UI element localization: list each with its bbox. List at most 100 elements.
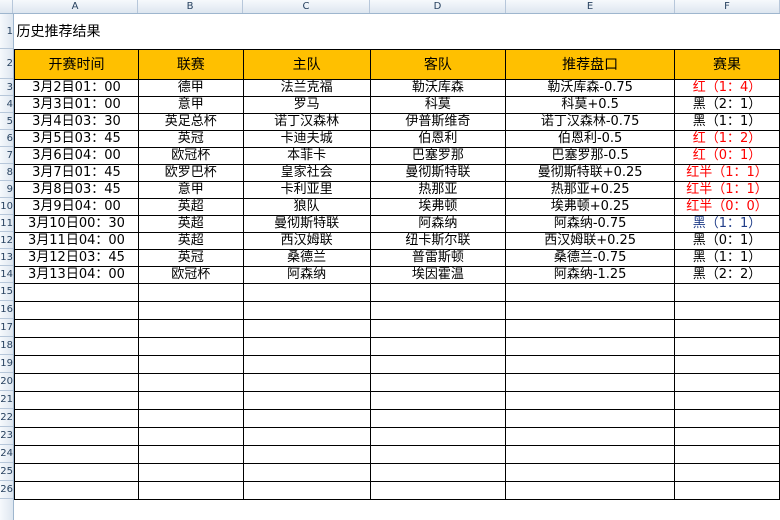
row-header[interactable]: 24 [0,445,13,463]
table-cell[interactable]: 卡利亚里 [242,180,371,199]
row-header[interactable]: 14 [0,266,13,283]
table-cell[interactable]: 桑德兰-0.75 [505,248,676,267]
table-cell[interactable]: 伊普斯维奇 [369,112,507,131]
table-cell[interactable]: 诺丁汉森林-0.75 [505,112,676,131]
empty-cell[interactable] [242,372,371,392]
table-cell[interactable]: 黑（0：1） [674,231,780,250]
empty-cell[interactable] [242,318,371,338]
row-header[interactable]: 9 [0,181,13,198]
table-cell[interactable]: 阿森纳 [242,265,371,284]
row-header[interactable]: 1 [0,14,13,49]
table-cell[interactable]: 黑（1：1） [674,112,780,131]
empty-cell[interactable] [674,372,780,392]
empty-cell[interactable] [14,300,139,320]
empty-cell[interactable] [369,480,507,500]
table-cell[interactable]: 英冠 [137,129,244,148]
empty-cell[interactable] [505,300,676,320]
table-cell[interactable]: 欧冠杯 [137,146,244,165]
empty-cell[interactable] [674,408,780,428]
empty-cell[interactable] [505,372,676,392]
header-cell[interactable]: 客队 [369,48,507,80]
empty-cell[interactable] [137,372,244,392]
table-cell[interactable]: 伯恩利-0.5 [505,129,676,148]
empty-cell[interactable] [242,390,371,410]
empty-cell[interactable] [14,426,139,446]
table-cell[interactable]: 勒沃库森 [369,78,507,97]
table-cell[interactable]: 英冠 [137,248,244,267]
empty-cell[interactable] [14,444,139,464]
column-header-b[interactable]: B [138,0,243,13]
table-cell[interactable]: 纽卡斯尔联 [369,231,507,250]
table-cell[interactable]: 科莫 [369,95,507,114]
empty-cell[interactable] [505,318,676,338]
table-cell[interactable]: 红（0：1） [674,146,780,165]
table-cell[interactable]: 红半（1：1） [674,163,780,182]
table-cell[interactable]: 黑（1：1） [674,248,780,267]
empty-cell[interactable] [369,426,507,446]
table-cell[interactable]: 曼彻斯特联+0.25 [505,163,676,182]
empty-cell[interactable] [674,336,780,356]
table-cell[interactable]: 黑（2：2） [674,265,780,284]
table-cell[interactable]: 3月12日03：45 [14,248,139,267]
table-cell[interactable]: 3月5日03：45 [14,129,139,148]
empty-cell[interactable] [242,444,371,464]
select-all-corner[interactable] [0,0,13,13]
table-cell[interactable]: 曼彻斯特联 [369,163,507,182]
empty-cell[interactable] [242,480,371,500]
table-cell[interactable]: 法兰克福 [242,78,371,97]
empty-cell[interactable] [137,318,244,338]
empty-cell[interactable] [505,336,676,356]
row-header[interactable]: 20 [0,373,13,391]
empty-cell[interactable] [14,390,139,410]
table-cell[interactable]: 意甲 [137,95,244,114]
table-cell[interactable]: 阿森纳-1.25 [505,265,676,284]
empty-cell[interactable] [674,480,780,500]
header-cell[interactable]: 联赛 [137,48,244,80]
empty-cell[interactable] [369,282,507,302]
row-header[interactable]: 15 [0,283,13,301]
empty-cell[interactable] [369,318,507,338]
table-cell[interactable]: 英超 [137,214,244,233]
table-cell[interactable]: 黑（1：1） [674,214,780,233]
table-cell[interactable]: 3月7日01：45 [14,163,139,182]
row-header[interactable]: 2 [0,49,13,79]
table-cell[interactable]: 3月4日03：30 [14,112,139,131]
column-header-e[interactable]: E [506,0,675,13]
empty-cell[interactable] [242,282,371,302]
table-cell[interactable]: 埃弗顿+0.25 [505,197,676,216]
table-cell[interactable]: 黑（2：1） [674,95,780,114]
row-header[interactable]: 12 [0,232,13,249]
empty-cell[interactable] [242,354,371,374]
table-cell[interactable]: 3月13日04：00 [14,265,139,284]
table-cell[interactable]: 本菲卡 [242,146,371,165]
table-cell[interactable]: 埃因霍温 [369,265,507,284]
empty-cell[interactable] [14,318,139,338]
empty-cell[interactable] [505,462,676,482]
row-header[interactable]: 26 [0,481,13,499]
table-cell[interactable]: 红（1：2） [674,129,780,148]
table-cell[interactable]: 3月3日01：00 [14,95,139,114]
table-cell[interactable]: 3月6日04：00 [14,146,139,165]
row-header[interactable]: 18 [0,337,13,355]
empty-cell[interactable] [14,480,139,500]
table-cell[interactable]: 阿森纳-0.75 [505,214,676,233]
row-header[interactable]: 16 [0,301,13,319]
empty-cell[interactable] [505,444,676,464]
table-cell[interactable]: 3月11日04：00 [14,231,139,250]
row-header[interactable]: 5 [0,113,13,130]
empty-cell[interactable] [674,390,780,410]
table-cell[interactable]: 3月2目01：00 [14,78,139,97]
table-cell[interactable]: 埃弗顿 [369,197,507,216]
row-header[interactable]: 17 [0,319,13,337]
empty-cell[interactable] [137,282,244,302]
table-cell[interactable]: 英足总杯 [137,112,244,131]
row-header[interactable]: 3 [0,79,13,96]
table-cell[interactable]: 伯恩利 [369,129,507,148]
column-header-d[interactable]: D [370,0,506,13]
table-cell[interactable]: 巴塞罗那-0.5 [505,146,676,165]
table-cell[interactable]: 诺丁汉森林 [242,112,371,131]
column-header-c[interactable]: C [243,0,370,13]
column-header-a[interactable]: A [13,0,138,13]
table-cell[interactable]: 阿森纳 [369,214,507,233]
table-cell[interactable]: 狼队 [242,197,371,216]
